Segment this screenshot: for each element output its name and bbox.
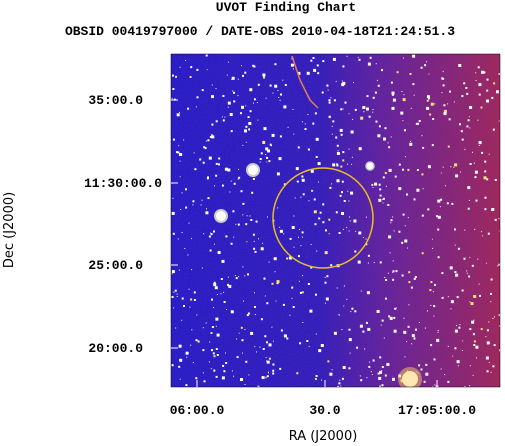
title: UVOT Finding Chart [216, 0, 356, 15]
source-region [272, 167, 374, 269]
subtitle: OBSID 00419797000 / DATE-OBS 2010-04-18T… [65, 24, 455, 39]
sky-image [171, 54, 500, 387]
x-tick-label: 30.0 [309, 403, 340, 418]
tick-marks [171, 99, 438, 387]
y-tick-label: 11:30:00.0 [84, 176, 162, 191]
y-tick-label: 20:00.0 [88, 341, 143, 356]
x-tick-label: 06:00.0 [170, 403, 225, 418]
y-tick-label: 35:00.0 [88, 93, 143, 108]
y-tick-label: 25:00.0 [88, 258, 143, 273]
x-tick-label: 17:05:00.0 [398, 403, 476, 418]
y-axis-label: Dec (J2000) [2, 192, 17, 268]
x-axis-label: RA (J2000) [289, 429, 358, 444]
